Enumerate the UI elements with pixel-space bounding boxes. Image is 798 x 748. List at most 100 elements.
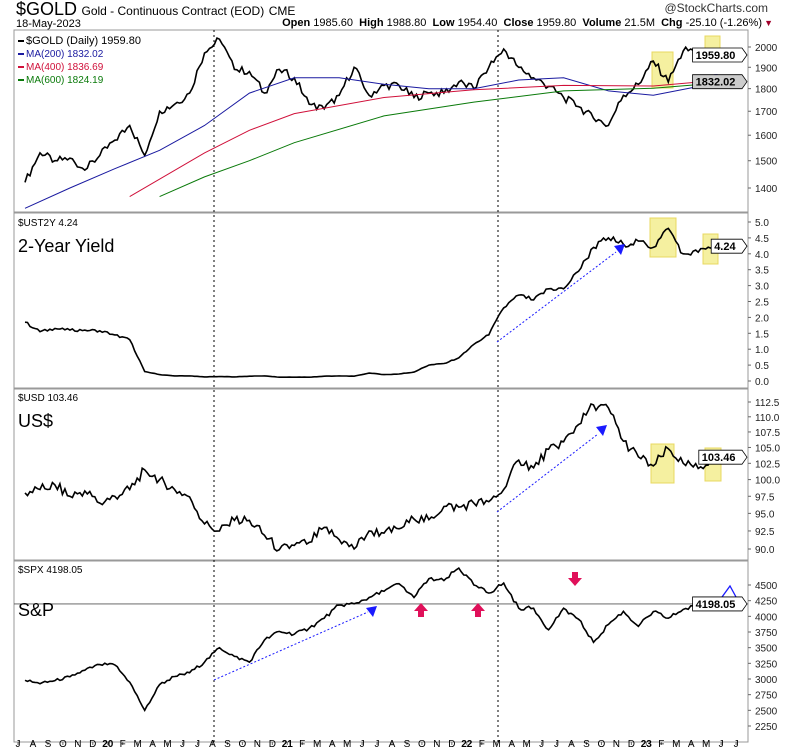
y-tick-label: 4000	[755, 612, 778, 623]
legend-entry: MA(400) 1836.69	[26, 62, 104, 73]
value-tag-label: 4198.05	[696, 599, 736, 611]
value-tag	[692, 74, 748, 90]
panel-legend: $UST2Y 4.24	[18, 218, 78, 229]
x-tick-label: M	[313, 739, 321, 748]
panel-label: 2-Year Yield	[18, 236, 114, 256]
exchange: CME	[268, 4, 296, 18]
y-tick-label: 102.5	[755, 459, 780, 470]
legend-entry: MA(200) 1832.02	[26, 49, 104, 60]
y-tick-label: 90.0	[755, 545, 775, 556]
y-tick-label: 3.0	[755, 282, 769, 293]
y-tick-label: 3500	[755, 644, 778, 655]
x-tick-label: M	[134, 739, 142, 748]
close-value: 1959.80	[536, 17, 577, 29]
y-tick-label: 112.5	[755, 398, 780, 409]
symbol: $GOLD	[16, 0, 78, 19]
open-value: 1985.60	[313, 17, 354, 29]
x-tick-label: J	[16, 739, 21, 748]
x-tick-label: 20	[102, 739, 114, 748]
y-tick-label: 1.5	[755, 329, 769, 340]
panel-frame	[13, 29, 749, 213]
panel-frame	[13, 212, 749, 389]
x-tick-label: J	[195, 739, 200, 748]
x-tick-label: A	[508, 739, 515, 748]
x-tick-label: M	[522, 739, 530, 748]
high-label: High	[359, 17, 384, 29]
x-tick-label: S	[224, 739, 231, 748]
value-tag	[692, 596, 748, 612]
highlight-box	[649, 217, 677, 258]
y-tick-label: 2500	[755, 706, 778, 717]
y-tick-label: 3250	[755, 659, 778, 670]
chart-title: $GOLD Gold - Continuous Contract (EOD) C…	[16, 0, 295, 18]
legend-entry: $GOLD (Daily) 1959.80	[26, 35, 141, 47]
value-tag-label: 4.24	[714, 241, 736, 253]
trend-dotted-line	[496, 433, 599, 513]
y-tick-label: 2.5	[755, 298, 769, 309]
blue-arrow-icon	[596, 425, 607, 436]
y-tick-label: 3.5	[755, 266, 769, 277]
x-tick-label: A	[149, 739, 156, 748]
x-tick-label: O	[59, 739, 67, 748]
y-tick-label: 105.0	[755, 443, 780, 454]
watermark: @StockCharts.com	[664, 1, 768, 15]
x-tick-label: D	[448, 739, 455, 748]
x-tick-label: F	[479, 739, 485, 748]
y-tick-label: 1500	[755, 157, 778, 168]
x-tick-label: A	[389, 739, 396, 748]
x-tick-label: M	[343, 739, 351, 748]
y-tick-label: 0.0	[755, 377, 769, 388]
down-triangle-icon: ▼	[764, 18, 773, 28]
y-tick-label: 4.0	[755, 250, 769, 261]
x-tick-label: A	[30, 739, 37, 748]
chg-value: -25.10 (-1.26%)	[685, 17, 762, 29]
x-tick-label: N	[74, 739, 81, 748]
y-tick-label: 1800	[755, 85, 778, 96]
x-tick-label: J	[554, 739, 559, 748]
y-tick-label: 110.0	[755, 413, 780, 424]
date: 18-May-2023	[16, 18, 81, 30]
x-tick-label: M	[493, 739, 501, 748]
trend-dotted-line	[496, 251, 617, 343]
y-tick-label: 100.0	[755, 476, 780, 487]
close-label: Close	[503, 17, 534, 29]
highlight-box	[650, 443, 675, 484]
x-tick-label: M	[702, 739, 710, 748]
x-tick-label: J	[734, 739, 739, 748]
x-tick-label: F	[120, 739, 126, 748]
y-tick-label: 97.5	[755, 492, 775, 503]
y-tick-label: 1600	[755, 131, 778, 142]
x-tick-label: A	[568, 739, 575, 748]
x-tick-label: 21	[282, 739, 294, 748]
x-tick-label: A	[329, 739, 336, 748]
y-tick-label: 5.0	[755, 218, 769, 229]
y-tick-label: 1900	[755, 63, 778, 74]
x-tick-label: M	[163, 739, 171, 748]
panel-label: S&P	[18, 600, 54, 620]
y-tick-label: 3000	[755, 675, 778, 686]
x-tick-label: S	[404, 739, 411, 748]
x-tick-label: J	[719, 739, 724, 748]
value-tag-label: 103.46	[702, 452, 736, 464]
x-tick-label: F	[658, 739, 664, 748]
y-tick-label: 4250	[755, 597, 778, 608]
x-tick-label: F	[299, 739, 305, 748]
legend-entry: MA(600) 1824.19	[26, 75, 104, 86]
x-tick-label: J	[375, 739, 380, 748]
volume-label: Volume	[582, 17, 622, 29]
x-tick-label: J	[180, 739, 185, 748]
y-tick-label: 1700	[755, 107, 778, 118]
panel-frame	[13, 560, 749, 743]
x-tick-label: O	[418, 739, 426, 748]
high-value: 1988.80	[386, 17, 427, 29]
panel-frame	[13, 388, 749, 561]
value-tag-label: 1959.80	[696, 50, 736, 62]
x-tick-label: M	[672, 739, 680, 748]
x-tick-label: N	[433, 739, 440, 748]
quote-bar: Open 1985.60 High 1988.80 Low 1954.40 Cl…	[282, 17, 762, 29]
x-tick-label: J	[539, 739, 544, 748]
y-tick-label: 3750	[755, 628, 778, 639]
x-tick-label: N	[613, 739, 620, 748]
value-tag	[710, 238, 748, 254]
